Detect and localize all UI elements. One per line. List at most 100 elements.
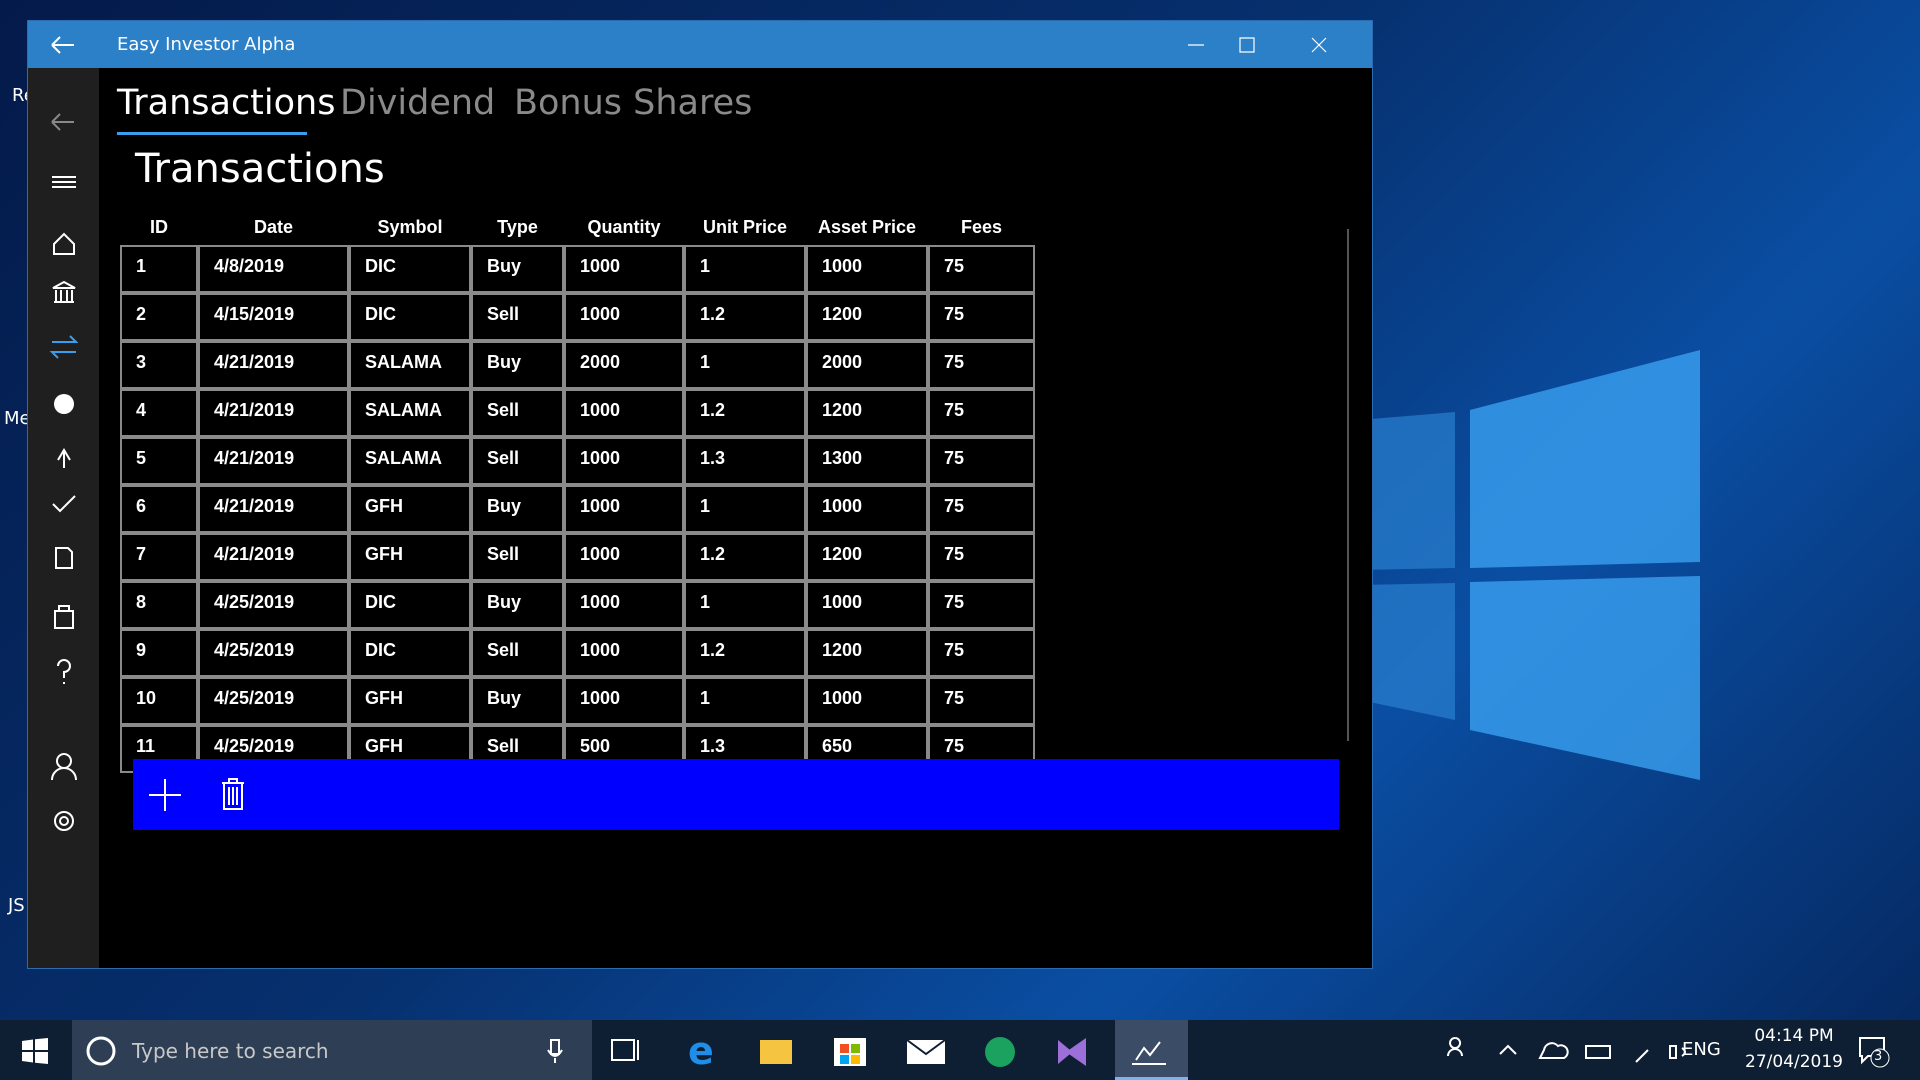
table-cell: 1000 — [564, 629, 684, 677]
column-header: Quantity — [587, 216, 661, 237]
table-cell: 1300 — [806, 437, 928, 485]
table-cell: 4/25/2019 — [198, 581, 349, 629]
table-cell: 1.3 — [684, 437, 806, 485]
table-cell: GFH — [349, 677, 471, 725]
table-cell: 1200 — [806, 533, 928, 581]
scrollbar — [1347, 229, 1349, 741]
notification-count: 3 — [1874, 1049, 1883, 1064]
tab[interactable]: Dividend — [340, 83, 496, 123]
tab[interactable]: Bonus Shares — [514, 83, 753, 123]
table-cell: 1.2 — [684, 389, 806, 437]
table-cell: 75 — [928, 677, 1035, 725]
table-cell: 4/21/2019 — [198, 533, 349, 581]
table-cell: 75 — [928, 341, 1035, 389]
table-cell: 1.2 — [684, 533, 806, 581]
tab-underline — [117, 132, 307, 135]
table-cell: Sell — [471, 629, 564, 677]
table-row[interactable]: 1 4/8/2019 DIC Buy 1000 1 1000 75 — [120, 245, 1035, 293]
table-cell: 1200 — [806, 389, 928, 437]
table-cell: 4/25/2019 — [198, 629, 349, 677]
table-cell: 4/15/2019 — [198, 293, 349, 341]
tab-active[interactable]: Transactions — [117, 83, 336, 123]
clock-time[interactable]: 04:14 PM — [1754, 1026, 1834, 1046]
table-cell: 10 — [120, 677, 198, 725]
delete-button[interactable] — [220, 777, 246, 811]
desktop-label: Me — [4, 408, 31, 429]
table-cell: 1000 — [564, 677, 684, 725]
table-row[interactable]: 3 4/21/2019 SALAMA Buy 2000 1 2000 75 — [120, 341, 1035, 389]
page-heading: Transactions — [135, 146, 385, 192]
table-cell: Buy — [471, 581, 564, 629]
table-row[interactable]: 6 4/21/2019 GFH Buy 1000 1 1000 75 — [120, 485, 1035, 533]
clock-date[interactable]: 27/04/2019 — [1745, 1052, 1843, 1072]
column-header: Unit Price — [702, 216, 788, 237]
table-cell: Sell — [471, 533, 564, 581]
table-cell: SALAMA — [349, 389, 471, 437]
table-cell: 1000 — [806, 485, 928, 533]
transactions-table: ID Date Symbol Type Quantity Unit Price Asset … — [120, 209, 1035, 773]
mic-icon — [547, 1039, 563, 1063]
nav-pane — [28, 68, 99, 968]
table-cell: Sell — [471, 293, 564, 341]
table-cell: Buy — [471, 677, 564, 725]
table-cell: 75 — [928, 485, 1035, 533]
command-bar — [133, 759, 1339, 830]
table-cell: GFH — [349, 485, 471, 533]
title-bar: Easy Investor Alpha — [28, 21, 1372, 68]
table-cell: 75 — [928, 629, 1035, 677]
column-header: Asset Price — [817, 216, 917, 237]
table-row[interactable]: 10 4/25/2019 GFH Buy 1000 1 1000 75 — [120, 677, 1035, 725]
table-cell: 4/25/2019 — [198, 677, 349, 725]
column-header: Fees — [960, 216, 1003, 237]
table-cell: 7 — [120, 533, 198, 581]
table-cell: 1 — [684, 341, 806, 389]
window-title: Easy Investor Alpha — [117, 34, 296, 55]
window-controls[interactable] — [1188, 33, 1368, 57]
back-button[interactable] — [48, 33, 78, 57]
table-cell: DIC — [349, 629, 471, 677]
table-cell: Buy — [471, 341, 564, 389]
table-cell: DIC — [349, 245, 471, 293]
table-cell: SALAMA — [349, 341, 471, 389]
action-center[interactable] — [1856, 1034, 1890, 1068]
table-cell: 4/21/2019 — [198, 341, 349, 389]
table-cell: 75 — [928, 389, 1035, 437]
cortana-icon — [86, 1036, 116, 1066]
table-cell: Buy — [471, 485, 564, 533]
column-header: Type — [497, 216, 538, 237]
svg-text:e: e — [688, 1029, 714, 1073]
desktop-label: JS — [8, 895, 25, 916]
table-cell: 1000 — [806, 245, 928, 293]
table-cell: 1 — [684, 245, 806, 293]
nav-icons[interactable] — [28, 68, 99, 968]
add-button[interactable] — [149, 779, 181, 811]
table-cell: 2 — [120, 293, 198, 341]
language[interactable]: ENG — [1682, 1039, 1721, 1060]
start-button[interactable] — [22, 1038, 48, 1064]
table-row[interactable]: 8 4/25/2019 DIC Buy 1000 1 1000 75 — [120, 581, 1035, 629]
taskbar: Type here to search e ENG 04:14 PM 27/04… — [0, 1020, 1920, 1080]
table-cell: Buy — [471, 245, 564, 293]
table-cell: 9 — [120, 629, 198, 677]
table-cell: 4/21/2019 — [198, 485, 349, 533]
table-cell: 1000 — [564, 389, 684, 437]
table-cell: 75 — [928, 293, 1035, 341]
table-row[interactable]: 7 4/21/2019 GFH Sell 1000 1.2 1200 75 — [120, 533, 1035, 581]
search-box[interactable]: Type here to search — [72, 1020, 592, 1080]
table-row[interactable]: 4 4/21/2019 SALAMA Sell 1000 1.2 1200 75 — [120, 389, 1035, 437]
table-cell: 1 — [120, 245, 198, 293]
system-tray[interactable] — [1440, 1034, 1710, 1068]
table-row[interactable]: 9 4/25/2019 DIC Sell 1000 1.2 1200 75 — [120, 629, 1035, 677]
table-cell: 1 — [684, 581, 806, 629]
table-cell: 2000 — [564, 341, 684, 389]
table-row[interactable]: 2 4/15/2019 DIC Sell 1000 1.2 1200 75 — [120, 293, 1035, 341]
column-header: ID — [150, 216, 168, 237]
table-cell: 1000 — [806, 581, 928, 629]
table-cell: 75 — [928, 437, 1035, 485]
column-header: Symbol — [377, 216, 443, 237]
table-row[interactable]: 5 4/21/2019 SALAMA Sell 1000 1.3 1300 75 — [120, 437, 1035, 485]
taskbar-apps[interactable]: e — [600, 1020, 1200, 1080]
table-cell: 1000 — [564, 437, 684, 485]
table-cell: 2000 — [806, 341, 928, 389]
